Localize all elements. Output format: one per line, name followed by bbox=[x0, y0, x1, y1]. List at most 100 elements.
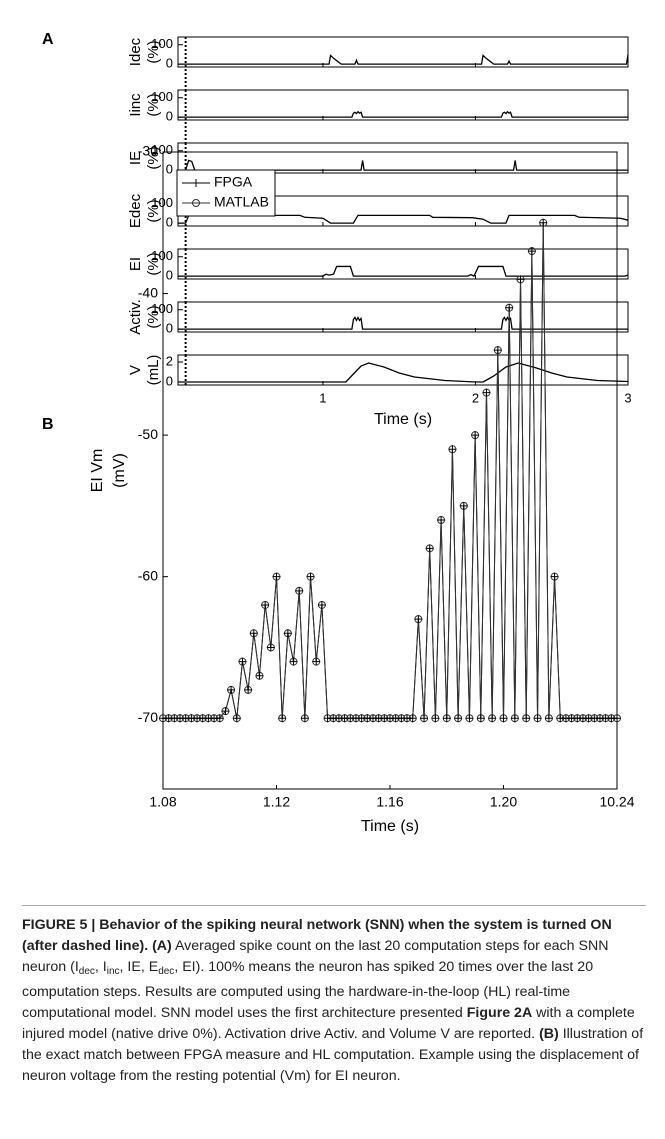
y-axis-label: (%) bbox=[145, 305, 162, 328]
legend-label: MATLAB bbox=[214, 194, 269, 210]
data-marker bbox=[493, 346, 502, 355]
y-tick-label: 2 bbox=[166, 353, 173, 368]
data-marker bbox=[488, 714, 497, 723]
caption: FIGURE 5 | Behavior of the spiking neura… bbox=[22, 915, 646, 1087]
y-tick-label: 0 bbox=[166, 321, 173, 336]
data-marker bbox=[522, 714, 531, 723]
data-marker bbox=[544, 714, 553, 723]
data-marker bbox=[215, 714, 224, 723]
data-marker bbox=[414, 615, 423, 624]
data-marker bbox=[232, 714, 241, 723]
data-marker bbox=[295, 586, 304, 595]
caption-text: , EI). 100% means the neuron has spiked … bbox=[22, 959, 594, 1021]
x-tick-label: 1.08 bbox=[149, 794, 176, 810]
data-marker bbox=[550, 572, 559, 581]
data-line bbox=[178, 159, 628, 171]
data-line bbox=[178, 265, 629, 277]
data-marker bbox=[420, 714, 429, 723]
x-tick-label: 1.16 bbox=[376, 794, 403, 810]
legend-marker bbox=[192, 199, 200, 207]
data-marker bbox=[306, 572, 315, 581]
y-axis-label: EI bbox=[127, 257, 144, 271]
data-marker bbox=[516, 275, 525, 284]
data-marker bbox=[505, 303, 514, 312]
data-marker bbox=[289, 657, 298, 666]
data-marker bbox=[476, 714, 485, 723]
data-marker bbox=[278, 714, 287, 723]
data-marker bbox=[448, 445, 457, 454]
y-tick-label: 0 bbox=[166, 215, 173, 230]
y-axis-label: V bbox=[127, 365, 144, 375]
data-marker bbox=[425, 544, 434, 553]
y-tick-label: -30 bbox=[138, 143, 158, 159]
data-marker bbox=[283, 629, 292, 638]
data-marker bbox=[437, 516, 446, 525]
data-marker bbox=[312, 657, 321, 666]
data-marker bbox=[471, 431, 480, 440]
plot-frame bbox=[177, 301, 629, 333]
y-tick-label: 0 bbox=[166, 268, 173, 283]
data-marker bbox=[510, 714, 519, 723]
legend-box bbox=[176, 169, 276, 217]
x-tick-label: 1.12 bbox=[263, 794, 290, 810]
data-marker bbox=[533, 714, 542, 723]
y-tick-label: 100 bbox=[151, 248, 173, 263]
y-tick-label: -70 bbox=[138, 709, 158, 725]
data-line bbox=[178, 110, 628, 118]
plot-frame bbox=[177, 89, 629, 121]
y-tick-label: 100 bbox=[151, 195, 173, 210]
panel-label: B bbox=[42, 416, 54, 433]
panel-label: A bbox=[42, 31, 54, 48]
caption-text: (B) bbox=[539, 1026, 559, 1042]
data-marker bbox=[255, 671, 264, 680]
y-axis-label: (mV) bbox=[111, 453, 128, 488]
y-axis-label: Idec bbox=[127, 37, 144, 66]
data-marker bbox=[482, 388, 491, 397]
data-marker bbox=[249, 629, 258, 638]
data-marker bbox=[431, 714, 440, 723]
x-tick-label: 1.20 bbox=[490, 794, 517, 810]
data-line bbox=[163, 222, 617, 719]
data-marker bbox=[266, 643, 275, 652]
y-tick-label: 100 bbox=[151, 36, 173, 51]
y-tick-label: 0 bbox=[166, 109, 173, 124]
data-marker bbox=[539, 218, 548, 227]
x-tick-label: 2 bbox=[472, 390, 479, 405]
data-marker bbox=[408, 714, 417, 723]
y-tick-label: 100 bbox=[151, 142, 173, 157]
y-axis-label: Iinc bbox=[127, 93, 144, 117]
y-tick-label: 100 bbox=[151, 301, 173, 316]
caption-text: Figure 2A bbox=[466, 1005, 533, 1021]
y-tick-label: -50 bbox=[138, 426, 158, 442]
y-tick-label: 0 bbox=[166, 56, 173, 71]
plot-frame bbox=[177, 248, 629, 280]
data-marker bbox=[238, 657, 247, 666]
data-marker bbox=[465, 714, 474, 723]
caption-rule bbox=[22, 905, 646, 906]
data-marker bbox=[272, 572, 281, 581]
y-axis-label: (%) bbox=[145, 146, 162, 169]
y-axis-label: (%) bbox=[145, 93, 162, 116]
y-axis-label: (mL) bbox=[145, 355, 162, 386]
y-tick-label: -40 bbox=[138, 284, 158, 300]
y-axis-label: Edec bbox=[127, 193, 144, 228]
data-marker bbox=[459, 501, 468, 510]
data-marker bbox=[261, 600, 270, 609]
y-tick-label: 100 bbox=[151, 89, 173, 104]
y-axis-label: EI Vm bbox=[89, 449, 106, 493]
data-marker bbox=[499, 714, 508, 723]
caption-text: Averaged spike count on the last 20 comp… bbox=[22, 938, 609, 975]
data-line bbox=[178, 54, 629, 65]
y-tick-label: 0 bbox=[166, 373, 173, 388]
y-axis-label: (%) bbox=[145, 252, 162, 275]
data-marker bbox=[227, 685, 236, 694]
data-line bbox=[178, 316, 628, 330]
caption-text: with a complete injured model (native dr… bbox=[22, 1005, 635, 1042]
plot-frame bbox=[177, 142, 629, 174]
legend-marker bbox=[192, 179, 200, 187]
data-marker bbox=[244, 685, 253, 694]
y-tick-label: 0 bbox=[166, 162, 173, 177]
legend-label: FPGA bbox=[214, 174, 253, 190]
data-marker bbox=[300, 714, 309, 723]
